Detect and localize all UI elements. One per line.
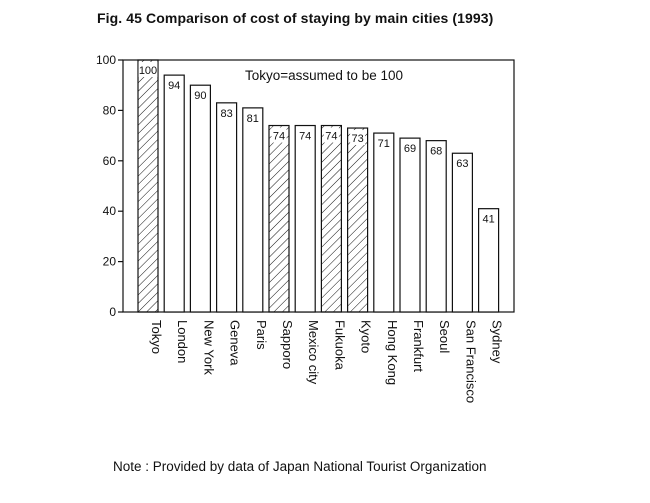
category-label: Mexico city (306, 320, 321, 385)
category-label: Sydney (490, 320, 505, 364)
value-label: 81 (247, 113, 259, 125)
value-label-bg (245, 109, 261, 125)
value-label: 73 (351, 133, 363, 145)
figure-title: Fig. 45 Comparison of cost of staying by… (97, 10, 494, 26)
value-label-bg (481, 210, 497, 226)
y-tick-label: 80 (103, 103, 117, 117)
category-label: San Francisco (463, 320, 478, 403)
y-tick-label: 0 (109, 305, 116, 319)
value-label: 63 (456, 158, 468, 170)
y-axis: 0 20 40 60 80 100 (96, 53, 123, 319)
value-label-bg (402, 140, 418, 156)
bar-fukuoka (320, 124, 342, 313)
category-label: New York (201, 320, 216, 375)
bar-kyoto (347, 127, 369, 313)
bar-frankfurt (399, 137, 421, 313)
category-label: Paris (254, 320, 269, 350)
value-label: 100 (139, 65, 157, 77)
value-label-bg (166, 77, 182, 93)
bar-geneva (216, 102, 238, 313)
y-tick-label: 40 (103, 204, 117, 218)
value-label-bg (219, 104, 235, 120)
value-label: 74 (299, 131, 311, 143)
value-label: 90 (194, 90, 206, 102)
value-label-bg (138, 62, 158, 77)
bars: 100 94 90 83 81 74 74 74 73 71 69 68 63 41 (137, 59, 500, 313)
value-label: 68 (430, 146, 442, 158)
category-label: Seoul (437, 320, 452, 353)
category-label: Sapporo (280, 320, 295, 369)
value-label-bg (271, 127, 287, 143)
value-label: 94 (168, 80, 180, 92)
y-tick-label: 100 (96, 53, 116, 67)
category-label: Geneva (228, 320, 243, 366)
bar-seoul (425, 140, 447, 313)
value-label-bg (350, 130, 366, 146)
bar-london (163, 74, 185, 313)
category-label: Hong Kong (385, 320, 400, 385)
x-axis-labels: Tokyo London New York Geneva Paris Sapporo Mex… (149, 320, 505, 403)
plot-frame (122, 59, 515, 313)
bar-san-francisco (451, 152, 473, 313)
value-label-bg (376, 135, 392, 151)
bar-sydney (478, 208, 500, 313)
value-label-bg (297, 127, 313, 143)
source-note: Note : Provided by data of Japan Nationa… (113, 459, 487, 474)
value-label-bg (428, 142, 444, 158)
value-label: 74 (325, 131, 337, 143)
chart-annotation: Tokyo=assumed to be 100 (245, 68, 403, 83)
bar-new-york (189, 84, 211, 313)
category-label: Frankfurt (411, 320, 426, 372)
bar-tokyo (137, 59, 159, 313)
value-label: 69 (404, 143, 416, 155)
value-label: 74 (273, 131, 285, 143)
category-label: Kyoto (359, 320, 374, 353)
value-label-bg (454, 155, 470, 171)
bar-hong-kong (373, 132, 395, 313)
category-label: Tokyo (149, 320, 164, 354)
bar-paris (242, 107, 264, 313)
plot-border (122, 59, 515, 313)
value-label-bg (192, 87, 208, 103)
value-label: 41 (482, 214, 494, 226)
y-tick-label: 20 (103, 255, 117, 269)
value-label: 71 (378, 138, 390, 150)
bar-mexico-city (294, 124, 316, 313)
bar-chart: 0 20 40 60 80 100 100 94 90 83 81 74 74 74 73 71 69 68 63… (96, 53, 515, 403)
category-label: Fukuoka (332, 320, 347, 371)
bar-sapporo (268, 124, 290, 313)
category-label: London (175, 320, 190, 363)
y-tick-label: 60 (103, 154, 117, 168)
value-label: 83 (220, 108, 232, 120)
value-label-bg (323, 127, 339, 143)
